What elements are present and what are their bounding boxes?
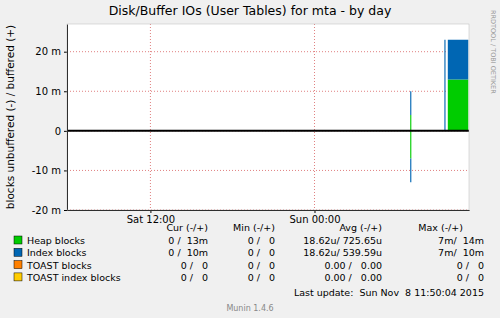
y-tick: -20 m xyxy=(32,205,67,216)
buffered-area xyxy=(68,40,468,131)
legend-value: 0.00 / 0.00 xyxy=(324,260,382,271)
plot-area xyxy=(67,24,469,210)
y-grid-line xyxy=(67,91,469,92)
legend-value: 0 / 0 xyxy=(181,272,208,283)
unbuffered-area xyxy=(68,131,468,182)
legend-header: Avg (-/+) xyxy=(339,222,382,233)
buffered-area xyxy=(68,79,468,130)
legend-swatch xyxy=(14,248,22,256)
legend-value: 0 / 0 xyxy=(248,272,275,283)
marks xyxy=(68,40,468,182)
x-grid-line xyxy=(314,24,315,210)
y-tick-label: -20 m xyxy=(32,205,61,216)
unbuffered-area xyxy=(68,131,468,182)
background xyxy=(0,0,500,318)
y-tick-mark xyxy=(64,131,67,132)
y-tick-mark xyxy=(64,52,67,53)
y-axis: -20 m -10 m 0 10 m 20 m xyxy=(32,25,68,216)
y-tick: 10 m xyxy=(35,86,67,97)
legend-value: 7m/ 10m xyxy=(438,247,484,258)
y-grid-line xyxy=(67,130,469,131)
buffered-area xyxy=(68,40,468,131)
x-tick-mark xyxy=(150,210,151,213)
y-tick-label: -10 m xyxy=(32,165,61,176)
zero-line xyxy=(67,130,469,132)
legend-value: 0 / 0 xyxy=(457,260,484,271)
grid xyxy=(67,24,469,210)
legend-value: 0 / 0 xyxy=(181,260,208,271)
legend-swatch xyxy=(14,261,22,269)
y-grid-line xyxy=(67,170,469,171)
y-tick-label: 0 xyxy=(55,126,61,137)
legend-header: Cur (-/+) xyxy=(166,222,208,233)
legend-value: 0 / 0 xyxy=(457,272,484,283)
y-tick-label: 10 m xyxy=(35,86,61,97)
unbuffered-area xyxy=(68,131,468,182)
x-tick: Sun 00:00 xyxy=(289,210,340,225)
legend-value: 0.00 / 0.00 xyxy=(324,272,382,283)
x-grid-line xyxy=(150,24,151,210)
y-tick-mark xyxy=(64,210,67,211)
y-tick-mark xyxy=(64,91,67,92)
legend-label: Index blocks xyxy=(27,247,86,258)
legend-value: 0 / 13m xyxy=(168,235,208,246)
legend-value: 18.62u/ 725.65u xyxy=(303,235,382,246)
x-tick-label: Sun 00:00 xyxy=(289,214,340,225)
y-tick: -10 m xyxy=(32,165,67,176)
plot-frame xyxy=(67,24,469,210)
legend-swatch xyxy=(14,273,22,281)
x-tick-mark xyxy=(314,210,315,213)
y-tick: 20 m xyxy=(35,46,67,57)
legend-swatch xyxy=(14,236,22,244)
legend-value: 0 / 0 xyxy=(248,260,275,271)
buffered-area xyxy=(68,40,468,131)
watermark: RRDTOOL / TOBI OETIKER xyxy=(489,10,497,94)
legend-value: 0 / 0 xyxy=(248,235,275,246)
chart: Disk/Buffer IOs (User Tables) for mta - … xyxy=(0,0,500,318)
legend-label: TOAST index blocks xyxy=(26,272,121,283)
y-tick-mark xyxy=(64,170,67,171)
y-tick: 0 xyxy=(55,126,67,137)
y-tick-label: 20 m xyxy=(35,46,61,57)
legend-value: 7m/ 14m xyxy=(438,235,484,246)
legend-value: 0 / 0 xyxy=(248,247,275,258)
last-update: Last update: Sun Nov 8 11:50:04 2015 xyxy=(294,287,484,298)
legend-label: Heap blocks xyxy=(27,235,85,246)
legend-header: Max (-/+) xyxy=(418,222,463,233)
legend-value: 0 / 10m xyxy=(168,247,208,258)
footer: Munin 1.4.6 xyxy=(226,304,273,313)
y-axis-title: blocks unbuffered (-) / buffered (+) xyxy=(4,25,16,209)
legend: Cur (-/+) Min (-/+) Avg (-/+) Max (-/+) Heap… xyxy=(14,222,484,283)
legend-header: Min (-/+) xyxy=(233,222,275,233)
y-grid-line xyxy=(67,51,469,52)
unbuffered-area xyxy=(68,131,468,159)
title: Disk/Buffer IOs (User Tables) for mta - … xyxy=(109,3,392,18)
legend-label: TOAST blocks xyxy=(26,260,92,271)
legend-value: 18.62u/ 539.59u xyxy=(303,247,382,258)
